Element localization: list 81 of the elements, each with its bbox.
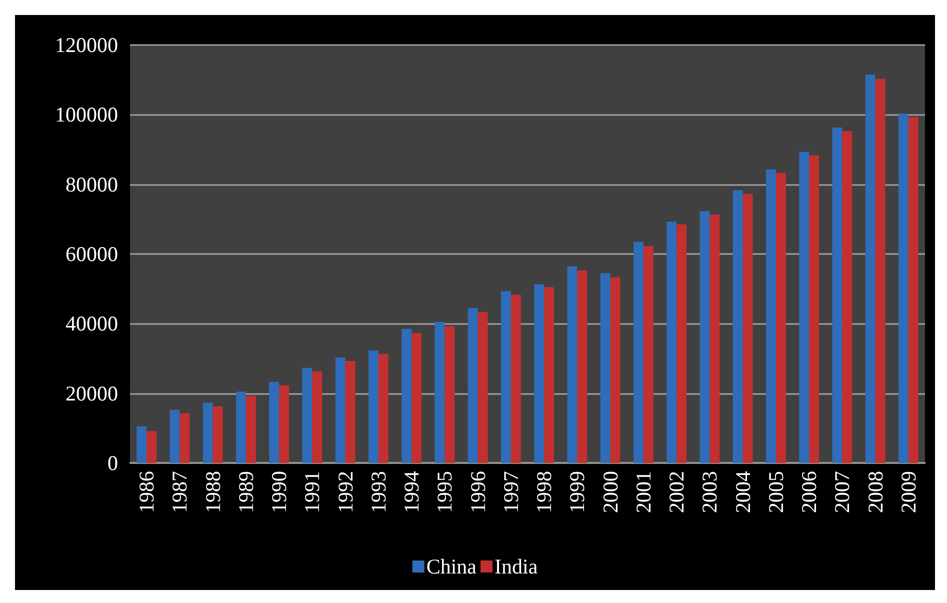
bar: [402, 328, 412, 463]
bar: [908, 117, 918, 463]
y-tick-label: 100000: [55, 102, 118, 127]
bar: [412, 333, 422, 463]
x-tick-label: 1991: [300, 471, 324, 513]
bar: [170, 410, 180, 463]
y-tick-label: 60000: [66, 242, 118, 266]
x-tick-label: 1994: [400, 470, 424, 513]
x-tick-label: 2000: [598, 471, 622, 513]
x-tick-label: 1996: [466, 471, 490, 513]
bar: [643, 246, 654, 463]
x-tick-label: 2006: [797, 471, 822, 513]
y-tick-label: 40000: [66, 312, 118, 336]
bar: [567, 266, 578, 463]
bar: [434, 322, 445, 463]
bar: [898, 114, 908, 463]
bar: [544, 287, 554, 463]
bar: [246, 396, 256, 463]
x-tick-label: 1990: [267, 471, 292, 513]
bar: [269, 382, 280, 463]
bar: [766, 169, 776, 463]
bar: [742, 194, 753, 463]
bar: [577, 270, 588, 463]
bar: [809, 155, 819, 463]
bar: [279, 385, 289, 463]
x-tick-label: 2002: [664, 471, 689, 513]
bar: [146, 430, 156, 463]
x-tick-label: 2007: [830, 471, 854, 513]
bar: [468, 308, 478, 463]
y-tick-label: 0: [108, 451, 118, 475]
bar: [799, 152, 810, 463]
bar: [700, 211, 710, 463]
bar: [236, 392, 246, 463]
bar: [368, 350, 378, 463]
bar: [666, 222, 677, 463]
legend-label: China: [426, 554, 478, 578]
bar: [600, 273, 610, 463]
bar: [478, 312, 488, 463]
x-tick-label: 2001: [631, 471, 656, 513]
bar: [534, 284, 544, 463]
x-tick-label: 1986: [134, 471, 159, 513]
x-tick-label: 2009: [896, 471, 920, 513]
x-tick-label: 1992: [333, 471, 358, 513]
bar: [202, 402, 213, 463]
x-tick-label: 1993: [366, 471, 390, 513]
bar: [501, 291, 511, 463]
bar: [312, 371, 322, 463]
x-tick-label: 1989: [234, 471, 258, 513]
legend-label: India: [494, 554, 538, 578]
x-tick-label: 1997: [498, 471, 523, 513]
bar: [610, 277, 620, 463]
bar: [212, 406, 223, 463]
bar: [510, 294, 521, 463]
bar: [335, 357, 346, 463]
x-tick-label: 1995: [432, 471, 457, 513]
x-tick-label: 2003: [698, 471, 722, 513]
bar: [444, 326, 455, 463]
bar: [634, 242, 644, 463]
x-tick-label: 1999: [565, 471, 590, 513]
bar: [732, 190, 743, 463]
bar: [378, 354, 388, 463]
bar: [345, 360, 356, 463]
x-tick-label: 2008: [863, 471, 888, 513]
x-tick-label: 2004: [730, 470, 755, 513]
y-tick-label: 80000: [66, 172, 118, 196]
bar: [302, 368, 312, 463]
x-tick-label: 1988: [200, 471, 225, 513]
y-tick-label: 20000: [66, 381, 118, 406]
bar: [842, 131, 852, 463]
y-tick-label: 120000: [55, 33, 118, 57]
bar: [676, 224, 686, 463]
x-tick-label: 1998: [532, 471, 556, 513]
bar: [710, 214, 720, 463]
bar: [776, 172, 786, 463]
bar: [180, 413, 190, 463]
bar: [832, 128, 842, 463]
x-tick-label: 2005: [764, 471, 788, 513]
bar: [865, 74, 876, 463]
x-tick-label: 1987: [168, 471, 192, 513]
bar: [136, 426, 147, 463]
bar: [875, 78, 886, 463]
